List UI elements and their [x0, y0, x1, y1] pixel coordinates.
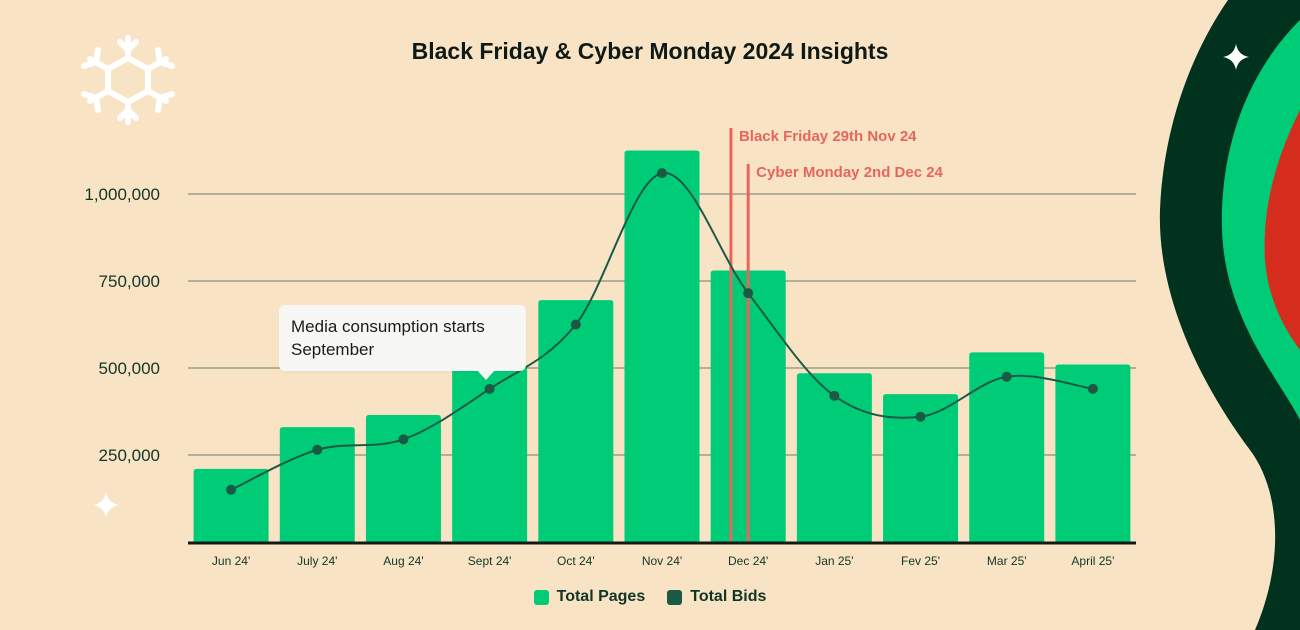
y-tick-label: 1,000,000 — [84, 185, 160, 204]
bars-total-pages — [193, 150, 1131, 542]
decorative-waves — [1159, 0, 1300, 630]
bar-total-pages — [193, 468, 269, 542]
point-total-bids — [484, 383, 495, 394]
point-total-bids — [570, 319, 581, 330]
callout-line-1: Media consumption starts — [291, 317, 485, 336]
x-tick-label: Sept 24' — [468, 554, 512, 568]
bar-total-pages — [624, 150, 700, 542]
wave-red — [1264, 110, 1300, 350]
event-marker-label: Black Friday 29th Nov 24 — [739, 128, 917, 145]
y-tick-label: 500,000 — [99, 359, 160, 378]
legend-item-total-pages[interactable]: Total Pages — [533, 588, 646, 606]
point-total-bids — [1087, 383, 1098, 394]
legend-swatch-total-bids — [667, 589, 683, 605]
chart-legend: Total Pages Total Bids — [0, 588, 1300, 606]
y-axis-ticks: 250,000 500,000 750,000 1,000,000 — [84, 185, 160, 465]
point-total-bids — [657, 168, 667, 179]
bar-total-pages — [796, 373, 872, 542]
y-tick-label: 250,000 — [99, 446, 160, 465]
legend-item-total-bids[interactable]: Total Bids — [667, 588, 766, 606]
snowflake-icon — [81, 35, 175, 125]
bar-total-pages — [279, 427, 355, 542]
sparkle-icon — [1223, 44, 1249, 70]
bar-total-pages — [1055, 364, 1131, 542]
point-total-bids — [226, 484, 237, 495]
bar-total-pages — [969, 352, 1045, 542]
legend-label-total-pages: Total Pages — [556, 588, 646, 605]
chart-title: Black Friday & Cyber Monday 2024 Insight… — [411, 38, 889, 64]
x-tick-label: Oct 24' — [557, 554, 595, 568]
sparkle-icon — [93, 492, 119, 518]
point-total-bids — [398, 434, 409, 445]
bar-total-pages — [365, 414, 441, 542]
x-tick-label: Nov 24' — [642, 554, 682, 568]
line-total-bids — [226, 168, 1098, 495]
x-tick-label: Dec 24' — [728, 554, 768, 568]
x-tick-label: Jun 24' — [212, 554, 250, 568]
x-tick-label: July 24' — [297, 554, 337, 568]
wave-green — [1221, 20, 1300, 420]
legend-swatch-total-pages — [533, 589, 549, 605]
annotation-callout: Media consumption starts September — [279, 305, 526, 380]
point-total-bids — [829, 390, 840, 401]
x-tick-label: Aug 24' — [383, 554, 423, 568]
x-tick-label: Jan 25' — [815, 554, 853, 568]
callout-line-2: September — [291, 340, 375, 359]
event-marker-label: Cyber Monday 2nd Dec 24 — [756, 164, 943, 181]
x-tick-label: Mar 25' — [987, 554, 1027, 568]
point-total-bids — [312, 444, 323, 455]
legend-label-total-bids: Total Bids — [690, 588, 767, 605]
x-tick-label: Fev 25' — [901, 554, 940, 568]
point-total-bids — [743, 288, 754, 299]
bar-total-pages — [452, 364, 528, 542]
bar-total-pages — [883, 394, 959, 542]
point-total-bids — [1001, 371, 1012, 382]
bar-total-pages — [538, 300, 614, 542]
point-total-bids — [915, 411, 926, 422]
event-markers: Black Friday 29th Nov 24 Cyber Monday 2nd… — [729, 128, 944, 542]
y-tick-label: 750,000 — [99, 272, 160, 291]
x-axis-ticks: Jun 24' July 24' Aug 24' Sept 24' Oct 24' Nov… — [212, 554, 1114, 568]
x-tick-label: April 25' — [1071, 554, 1114, 568]
